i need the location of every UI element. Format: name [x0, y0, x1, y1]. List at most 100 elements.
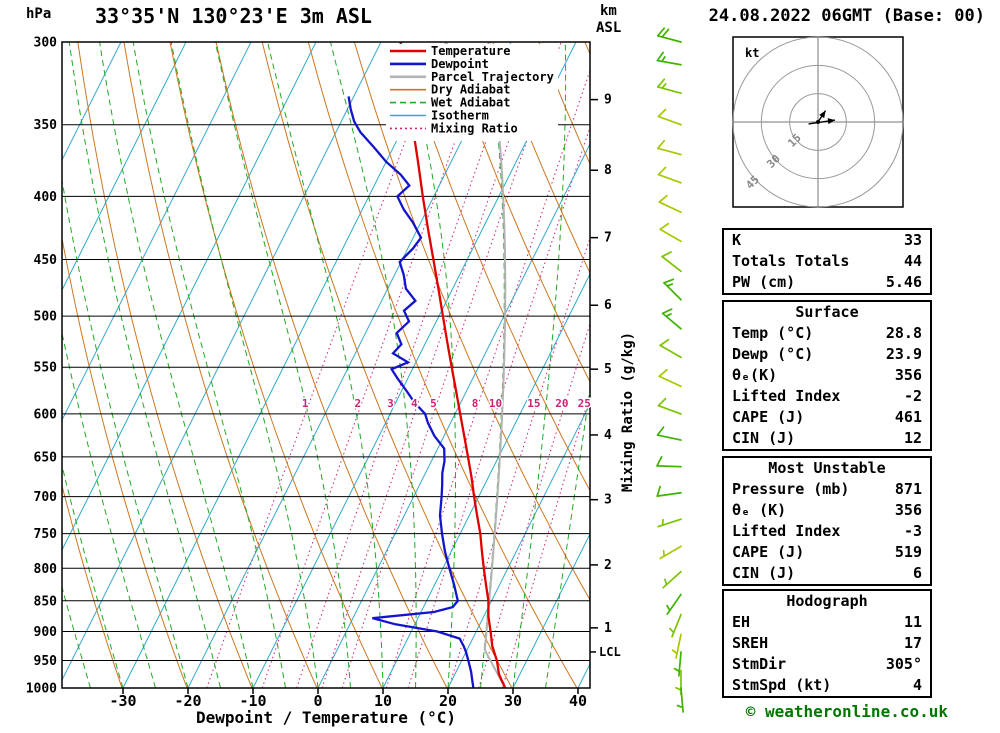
wind-barb	[661, 251, 682, 273]
copyright: © weatheronline.co.uk	[745, 702, 948, 721]
stat-label: EH	[732, 613, 751, 631]
stat-value: 11	[903, 613, 922, 631]
svg-text:10: 10	[489, 397, 502, 410]
svg-text:2: 2	[604, 558, 612, 573]
stat-label: θₑ (K)	[732, 501, 787, 519]
table-row: Dewp (°C) 23.9	[724, 344, 930, 365]
pressure-gridlines	[62, 41, 590, 689]
stat-value: 356	[894, 501, 922, 519]
wind-barb	[659, 222, 682, 243]
svg-text:3: 3	[387, 397, 394, 410]
stat-value: 28.8	[885, 324, 922, 342]
wind-barb	[657, 397, 682, 415]
surface-table: Surface Temp (°C) 28.8 Dewp (°C) 23.9 θₑ(K) 3…	[722, 300, 932, 451]
wind-barb	[663, 278, 682, 301]
table-row: PW (cm) 5.46	[724, 272, 930, 293]
wind-barb	[659, 545, 682, 560]
stat-value: -2	[903, 387, 922, 405]
stat-label: θₑ(K)	[732, 366, 778, 384]
stat-label: Lifted Index	[732, 387, 841, 405]
table-title: Hodograph	[786, 592, 868, 610]
svg-text:-10: -10	[239, 692, 266, 710]
svg-text:1000: 1000	[26, 682, 57, 697]
svg-text:350: 350	[34, 118, 58, 133]
isotherm-lines	[62, 42, 590, 688]
stat-label: Pressure (mb)	[732, 480, 850, 498]
wind-barb	[657, 518, 682, 528]
stat-label: StmSpd (kt)	[732, 676, 832, 694]
stat-value: 12	[903, 429, 922, 447]
table-row: EH 11	[724, 612, 930, 633]
stat-value: 5.46	[885, 273, 922, 291]
stat-value: 17	[903, 634, 922, 652]
wind-barb	[656, 426, 682, 441]
svg-text:25: 25	[578, 397, 591, 410]
svg-text:400: 400	[34, 190, 58, 205]
wind-barb	[657, 166, 682, 184]
svg-text:1: 1	[604, 621, 612, 636]
stat-label: CIN (J)	[732, 429, 796, 447]
pressure-unit-label: hPa	[26, 6, 52, 22]
table-row: CAPE (J) 461	[724, 407, 930, 428]
stat-value: 519	[894, 543, 922, 561]
wind-barb	[659, 338, 682, 359]
svg-text:20: 20	[555, 397, 568, 410]
svg-text:300: 300	[34, 36, 58, 51]
pressure-axis-labels: 300 350 400 450 500 550 600 650 700 750 800 850 900 9…	[26, 36, 57, 697]
stat-label: Dewp (°C)	[732, 345, 814, 363]
svg-text:Parcel Trajectory: Parcel Trajectory	[431, 70, 554, 84]
svg-text:8: 8	[604, 163, 612, 178]
km-axis-unit-label: km	[600, 3, 617, 19]
svg-text:Isotherm: Isotherm	[431, 109, 489, 123]
svg-text:550: 550	[34, 361, 58, 376]
x-axis-title: Dewpoint / Temperature (°C)	[195, 708, 457, 727]
svg-text:15: 15	[527, 397, 540, 410]
table-row: CIN (J) 6	[724, 563, 930, 584]
svg-text:1: 1	[302, 397, 309, 410]
svg-text:450: 450	[34, 253, 58, 268]
wind-barb	[666, 593, 682, 615]
svg-text:900: 900	[34, 625, 58, 640]
svg-text:5: 5	[430, 397, 437, 410]
stat-label: CAPE (J)	[732, 408, 805, 426]
stat-value: -3	[903, 522, 922, 540]
svg-text:30: 30	[504, 692, 522, 710]
indices-table: K 33 Totals Totals 44 PW (cm) 5.46	[722, 228, 932, 295]
wind-barb	[673, 651, 682, 677]
km-axis-asl-label: ASL	[596, 20, 622, 36]
svg-text:650: 650	[34, 450, 58, 465]
svg-text:5: 5	[604, 362, 612, 377]
svg-text:2: 2	[355, 397, 362, 410]
most-unstable-table: Most Unstable Pressure (mb) 871 θₑ (K) 356 L…	[722, 456, 932, 586]
table-title: Surface	[795, 303, 859, 321]
run-datetime: 24.08.2022 06GMT (Base: 00)	[708, 6, 985, 26]
svg-text:3: 3	[604, 493, 612, 508]
wind-barb	[657, 108, 682, 126]
table-row: Temp (°C) 28.8	[724, 323, 930, 344]
wind-barb	[656, 139, 682, 156]
stat-value: 44	[903, 252, 922, 270]
stat-value: 356	[894, 366, 922, 384]
table-row: StmSpd (kt) 4	[724, 675, 930, 696]
stat-label: SREH	[732, 634, 769, 652]
table-row: CIN (J) 12	[724, 428, 930, 449]
svg-text:850: 850	[34, 594, 58, 609]
temperature-axis-labels: -30 -20 -10 0 10 20 30 40	[109, 688, 587, 710]
svg-text:Wet Adiabat: Wet Adiabat	[431, 96, 510, 110]
stat-value: 23.9	[885, 345, 922, 363]
wind-barb	[662, 570, 682, 589]
km-axis: 9 8 7 6 5 4 3 2 1 LCL Mixing Ratio (g/kg)	[590, 93, 636, 659]
svg-text:6: 6	[604, 298, 612, 313]
table-row: CAPE (J) 519	[724, 542, 930, 563]
svg-text:500: 500	[34, 310, 58, 325]
hodograph-unit-label: kt	[745, 46, 759, 60]
stat-value: 871	[894, 480, 922, 498]
svg-text:950: 950	[34, 654, 58, 669]
hodograph-table: Hodograph EH 11 SREH 17 StmDir 305° StmSpd (kt…	[722, 589, 932, 698]
svg-text:Mixing Ratio: Mixing Ratio	[431, 121, 518, 135]
wind-barb	[656, 27, 682, 43]
svg-text:750: 750	[34, 527, 58, 542]
